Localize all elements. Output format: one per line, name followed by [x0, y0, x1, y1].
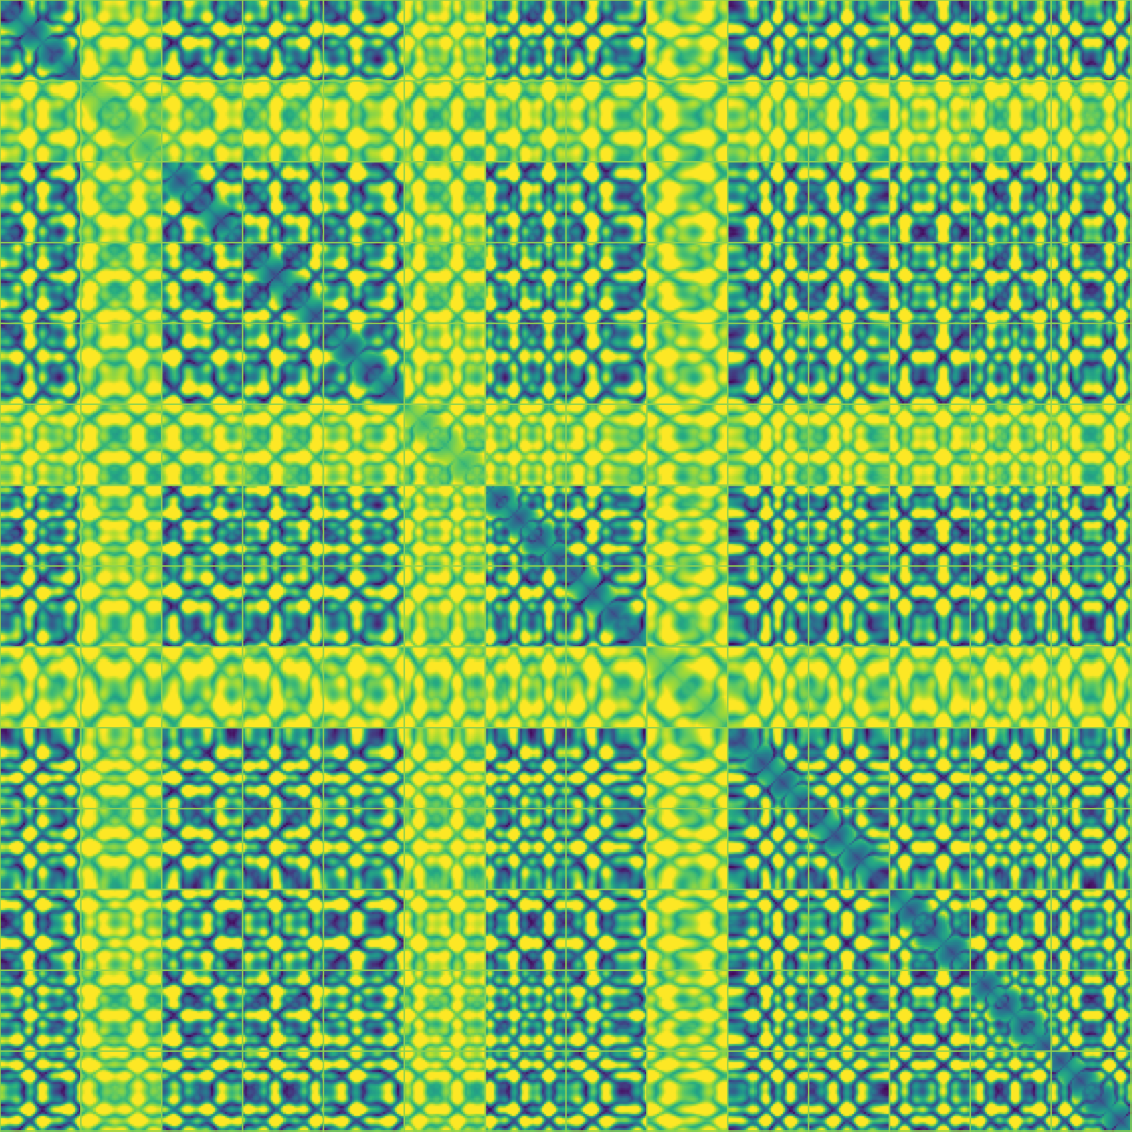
dtw-distance-heatmap — [0, 0, 1132, 1132]
